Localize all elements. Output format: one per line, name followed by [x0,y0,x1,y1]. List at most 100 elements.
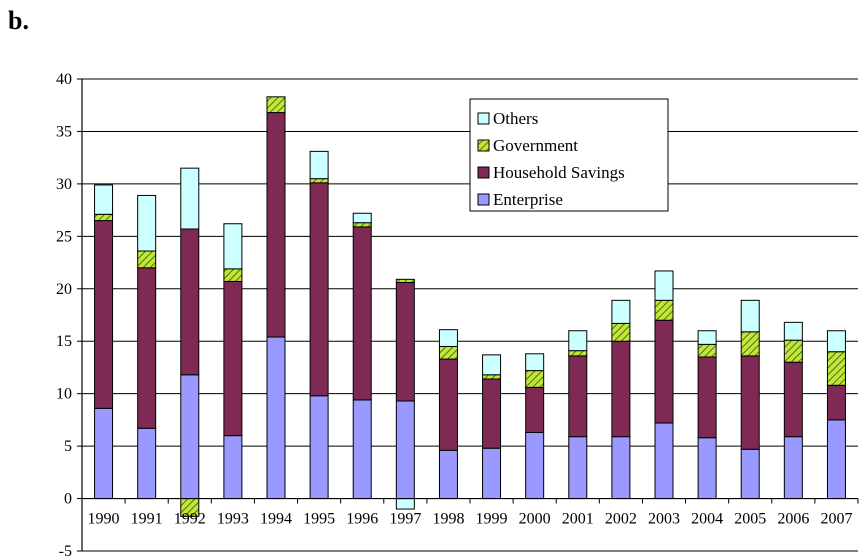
x-tick-label: 2001 [562,511,594,528]
legend-swatch-government [477,139,490,152]
bar-segment-household-savings [309,182,329,397]
y-tick-label: 10 [56,386,72,403]
x-tick-label: 2002 [605,511,637,528]
bar-segment-household-savings [568,355,588,438]
x-tick-label: 1990 [88,511,120,528]
bar-segment-household-savings [482,378,502,449]
x-tick-label: 1998 [432,511,464,528]
x-tick-label: 1992 [174,511,206,528]
axes: -5 0 5 10 15 20 25 30 35 40 1990 1991 1992 1993 1994 19… [56,71,859,559]
legend: Others Government Household Savings Enterpr… [469,98,669,212]
bar-segment-household-savings [654,319,674,424]
bar-segment-enterprise [740,448,760,500]
bar-segment-enterprise [654,422,674,500]
bar-segment-household-savings [740,355,760,450]
bar-segment-others [438,329,458,347]
x-tick-label: 1999 [476,511,508,528]
bar-segment-household-savings [525,386,545,433]
bar-segment-enterprise [309,395,329,500]
legend-label: Household Savings [493,163,625,182]
bar-segment-enterprise [352,399,372,500]
bar-segment-government [783,339,803,363]
y-tick-label: 40 [56,71,72,88]
y-tick-label: 15 [56,333,72,350]
x-tick-label: 1991 [131,511,163,528]
bar-segment-government [266,96,286,114]
x-tick-label: 2007 [820,511,852,528]
bar-segment-household-savings [94,220,114,409]
bar-segment-others [525,353,545,372]
bar-segment-others [783,321,803,341]
bar-segment-government [611,322,631,342]
legend-box [469,98,669,212]
x-tick-label: 1994 [260,511,292,528]
bars [94,96,846,517]
bar-segment-household-savings [826,384,846,421]
y-tick-label: 0 [64,491,72,508]
bar-segment-enterprise [180,374,200,500]
bar-segment-government [568,350,588,357]
bar-segment-others [309,150,329,180]
bar-segment-household-savings [223,280,243,437]
bar-segment-household-savings [438,358,458,451]
y-tick-label: 35 [56,123,72,140]
bar-segment-others [611,299,631,324]
bar-segment-government [223,268,243,282]
bar-segment-enterprise [94,407,114,500]
bar-segment-government [94,213,114,222]
bar-segment-enterprise [525,431,545,500]
y-tick-label: -5 [59,543,72,559]
legend-swatch-enterprise [477,193,490,206]
x-tick-label: 2004 [691,511,723,528]
bar-segment-household-savings [697,356,717,439]
bar-segment-others [482,354,502,376]
legend-swatch-household-savings [477,166,490,179]
x-tick-label: 2000 [519,511,551,528]
gridlines [82,78,858,552]
bar-segment-enterprise [611,436,631,500]
bar-segment-enterprise [438,449,458,500]
y-tick-label: 30 [56,176,72,193]
bar-segment-household-savings [266,112,286,338]
bar-segment-enterprise [223,435,243,500]
bar-segment-government [395,278,415,283]
bar-segment-government [740,331,760,357]
y-tick-label: 5 [64,438,72,455]
bar-segment-others [94,184,114,215]
bar-segment-government [826,351,846,386]
x-tick-label: 1996 [346,511,378,528]
panel-label: b. [8,6,29,35]
bar-segment-others [352,212,372,224]
bar-segment-others [654,270,674,301]
bar-segment-government [525,370,545,388]
bar-segment-household-savings [611,340,631,438]
bar-segment-household-savings [180,228,200,376]
bar-segment-others [137,194,157,252]
bar-segment-enterprise [482,447,502,500]
bar-segment-enterprise [783,436,803,500]
x-tick-label: 2006 [777,511,809,528]
bar-segment-government [352,222,372,228]
x-tick-label: 2003 [648,511,680,528]
bar-segment-enterprise [826,419,846,500]
bar-segment-enterprise [137,427,157,500]
bar-segment-government [482,374,502,380]
x-tick-label: 1995 [303,511,335,528]
bar-segment-others [740,299,760,333]
bar-segment-household-savings [395,281,415,402]
y-tick-label: 25 [56,228,72,245]
bar-segment-enterprise [395,400,415,500]
x-tick-label: 1993 [217,511,249,528]
x-tick-label: 1997 [389,511,421,528]
bar-segment-enterprise [266,336,286,500]
bar-segment-others [180,167,200,230]
bar-segment-enterprise [697,437,717,500]
bar-segment-others [223,223,243,270]
bar-segment-household-savings [137,267,157,429]
legend-label: Government [493,136,578,155]
bar-segment-household-savings [783,361,803,438]
legend-label: Enterprise [493,190,563,209]
legend-swatch-others [477,112,490,125]
bar-segment-others [697,330,717,345]
